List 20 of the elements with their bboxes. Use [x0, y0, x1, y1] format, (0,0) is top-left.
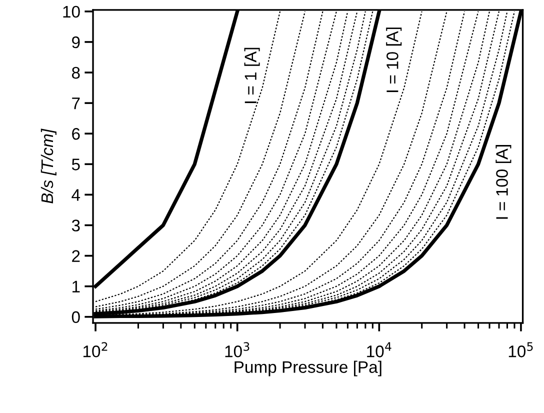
x-tick-label: 10$^{3}$	[225, 342, 250, 358]
y-tick-label: 10	[63, 6, 80, 18]
x-axis-title: Pump Pressure [Pa]	[234, 360, 382, 376]
y-tick-label: 3	[72, 220, 80, 232]
annotation: I = 100 [A]	[496, 145, 512, 219]
annotation: I = 1 [A]	[244, 48, 260, 104]
y-tick-label: 6	[72, 128, 80, 140]
y-tick-label: 1	[72, 280, 80, 292]
x-tick-label: 10$^{4}$	[367, 342, 392, 358]
y-tick-label: 7	[72, 98, 80, 110]
y-tick-label: 5	[72, 158, 80, 170]
x-tick-label: 10$^{2}$	[83, 342, 108, 358]
y-tick-label: 2	[72, 250, 80, 262]
y-tick-label: 0	[72, 311, 80, 324]
y-tick-label: 8	[72, 66, 80, 79]
x-tick-label: 10$^{5}$	[508, 342, 533, 358]
annotation: I = 10 [A]	[386, 28, 402, 92]
y-axis-title: B/s [T/cm]	[40, 128, 56, 204]
y-tick-label: 4	[72, 189, 80, 201]
y-tick-label: 9	[72, 36, 80, 48]
